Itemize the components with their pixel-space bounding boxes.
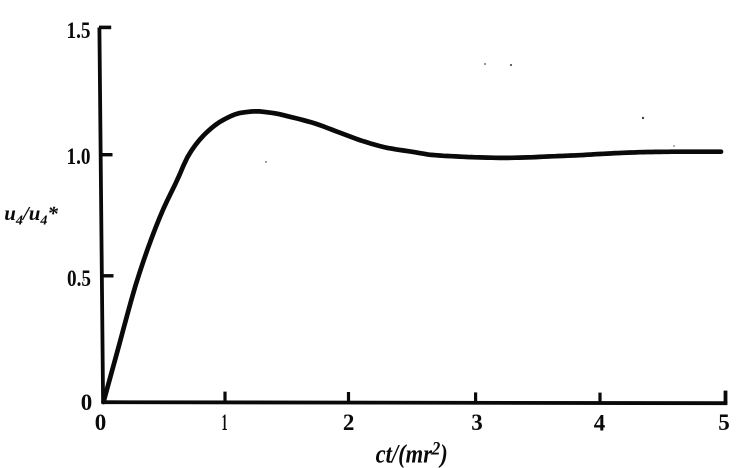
svg-text:4: 4 [594, 410, 606, 435]
svg-text:0.5: 0.5 [67, 266, 91, 291]
svg-text:1.0: 1.0 [67, 144, 91, 169]
svg-text:u4/u4*: u4/u4* [4, 204, 58, 228]
svg-text:1: 1 [222, 410, 228, 435]
svg-text:5: 5 [718, 410, 730, 435]
svg-text:3: 3 [471, 410, 483, 435]
svg-text:2: 2 [343, 410, 355, 435]
svg-text:ct/(mr2): ct/(mr2) [376, 437, 448, 468]
svg-text:0: 0 [95, 410, 107, 435]
svg-text:0: 0 [81, 390, 93, 415]
svg-text:1.5: 1.5 [67, 18, 91, 43]
